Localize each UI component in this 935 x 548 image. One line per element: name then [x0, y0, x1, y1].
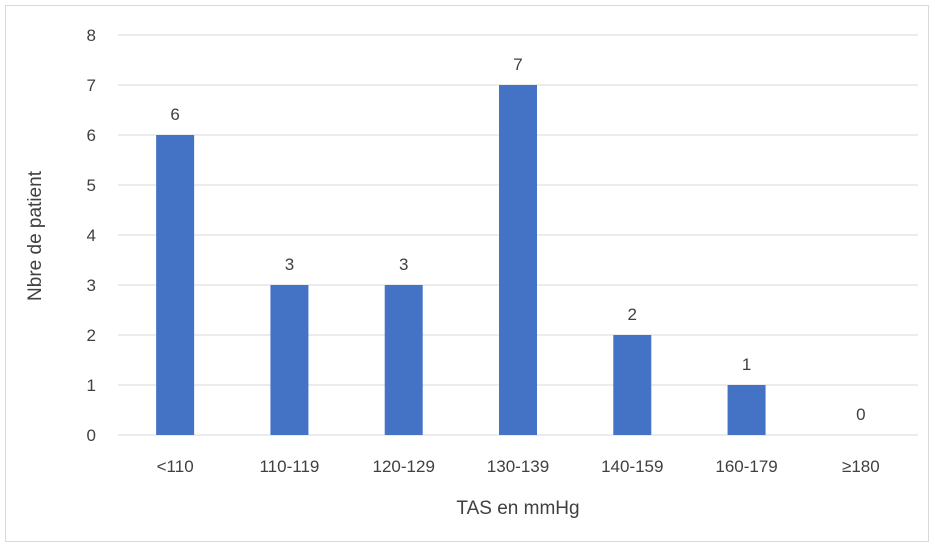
bar — [156, 135, 194, 435]
y-tick-label: 5 — [87, 176, 96, 195]
y-tick-label: 8 — [87, 26, 96, 45]
y-tick-label: 3 — [87, 276, 96, 295]
data-label: 0 — [856, 405, 865, 424]
x-tick-label: ≥180 — [842, 457, 880, 476]
bar — [385, 285, 423, 435]
bar — [613, 335, 651, 435]
x-tick-label: 120-129 — [373, 457, 435, 476]
bars — [156, 85, 765, 435]
x-tick-label: 130-139 — [487, 457, 549, 476]
data-label: 1 — [742, 355, 751, 374]
x-axis-title: TAS en mmHg — [456, 498, 579, 519]
bar — [728, 385, 766, 435]
y-axis-ticks: 0 1 2 3 4 5 6 7 8 — [87, 26, 96, 445]
y-tick-label: 1 — [87, 376, 96, 395]
y-tick-label: 4 — [87, 226, 96, 245]
data-label: 7 — [513, 55, 522, 74]
data-label: 3 — [285, 255, 294, 274]
x-tick-label: 140-159 — [601, 457, 663, 476]
x-axis-ticks: <110 110-119 120-129 130-139 140-159 160-179 ≥… — [157, 457, 880, 476]
y-tick-label: 0 — [87, 426, 96, 445]
bar — [499, 85, 537, 435]
data-label: 6 — [170, 105, 179, 124]
y-tick-label: 6 — [87, 126, 96, 145]
data-label: 3 — [399, 255, 408, 274]
data-label: 2 — [628, 305, 637, 324]
y-axis-title: Nbre de patient — [25, 170, 46, 301]
bar — [270, 285, 308, 435]
x-tick-label: 160-179 — [715, 457, 777, 476]
y-tick-label: 2 — [87, 326, 96, 345]
x-tick-label: <110 — [157, 457, 194, 476]
x-tick-label: 110-119 — [259, 457, 319, 476]
y-tick-label: 7 — [87, 76, 96, 95]
